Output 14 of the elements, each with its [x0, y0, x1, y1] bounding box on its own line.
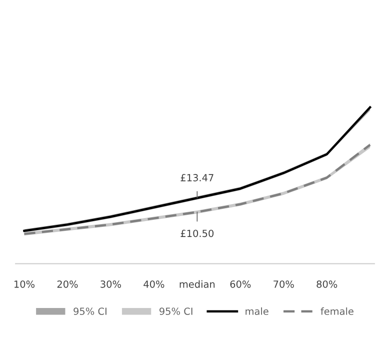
- x-tick-label: 10%: [14, 280, 35, 288]
- text: 95% CI: [74, 308, 106, 315]
- x-tick-label: median: [180, 280, 215, 288]
- x-tick-label: 80%: [316, 280, 338, 288]
- x-tick-label: 20%: [57, 280, 78, 288]
- text: 95% CI: [160, 308, 192, 315]
- legend-label: male: [246, 307, 268, 315]
- x-tick-label: 70%: [274, 280, 294, 288]
- x-tick-label: 40%: [144, 280, 164, 288]
- legend-label: female: [320, 307, 354, 315]
- x-tick-label: 60%: [230, 280, 251, 288]
- x-tick-label: 30%: [100, 280, 121, 288]
- annotation: £10.50: [180, 230, 214, 238]
- annotation: £13.47: [180, 174, 214, 182]
